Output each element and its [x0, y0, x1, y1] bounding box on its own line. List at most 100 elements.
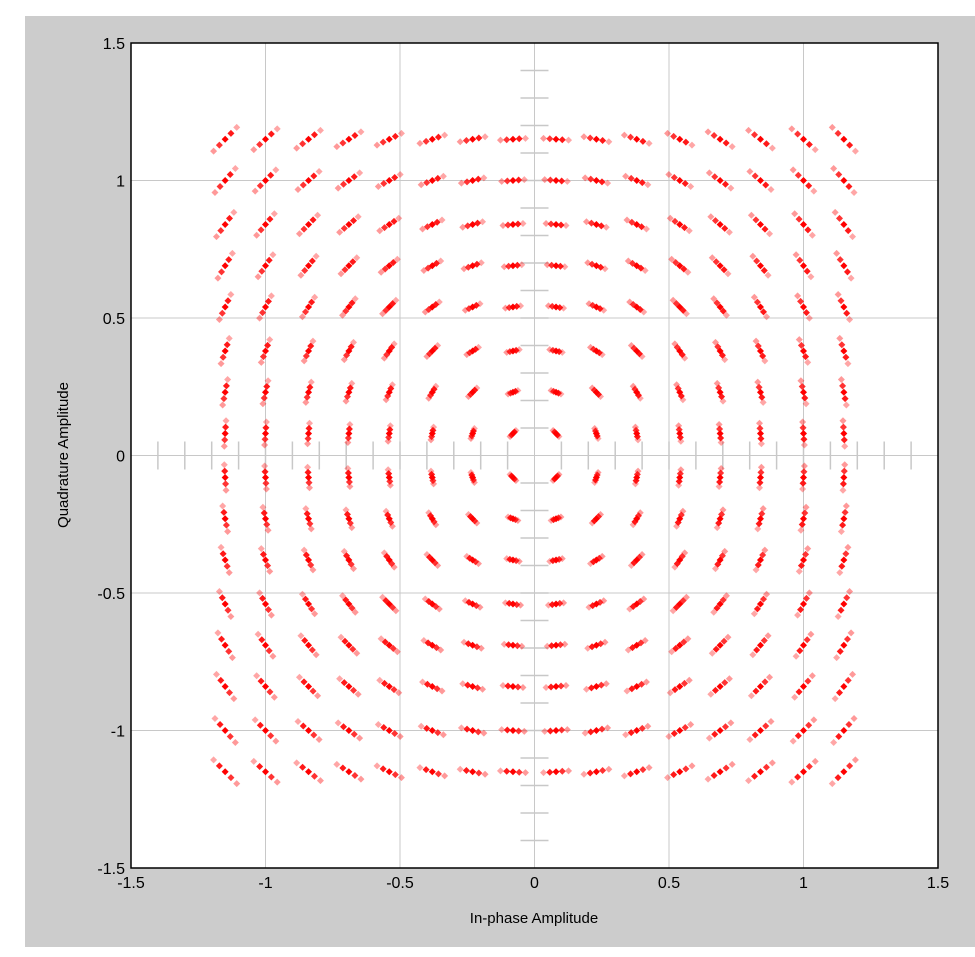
data-point — [260, 394, 268, 402]
data-point — [714, 343, 722, 351]
data-point — [357, 775, 365, 783]
data-point — [756, 221, 764, 228]
data-point — [839, 480, 847, 488]
data-point — [210, 147, 218, 155]
data-point — [548, 302, 556, 310]
data-point — [389, 644, 397, 652]
data-point — [716, 600, 724, 608]
data-point — [257, 677, 265, 685]
data-point — [800, 515, 807, 523]
data-point — [836, 689, 844, 697]
data-point — [757, 440, 765, 448]
x-tick-label: 1 — [799, 875, 808, 892]
data-point — [465, 305, 473, 313]
data-point — [751, 131, 759, 139]
data-point — [220, 508, 228, 516]
x-tick-label: -0.5 — [386, 875, 414, 892]
data-point — [384, 437, 392, 445]
data-point — [631, 385, 639, 393]
data-point — [272, 166, 280, 174]
data-point — [423, 352, 431, 360]
data-point — [836, 214, 844, 222]
data-point — [840, 600, 848, 608]
data-point — [308, 298, 316, 306]
data-point — [305, 515, 313, 523]
data-point — [719, 307, 727, 315]
data-point — [684, 635, 692, 643]
data-point — [716, 177, 724, 184]
data-point — [710, 771, 718, 779]
data-point — [315, 167, 323, 175]
data-point — [310, 731, 318, 739]
data-point — [675, 422, 683, 430]
data-point — [220, 442, 228, 450]
data-point — [634, 467, 642, 475]
data-point — [417, 722, 425, 730]
data-point — [262, 683, 269, 690]
data-point — [223, 562, 231, 570]
data-point — [800, 135, 807, 143]
data-point — [474, 684, 482, 692]
data-point — [441, 131, 449, 139]
data-point — [789, 737, 797, 745]
data-point — [716, 768, 724, 776]
data-point — [705, 734, 713, 742]
data-point — [463, 178, 471, 186]
data-point — [267, 292, 275, 300]
data-point — [254, 630, 262, 638]
data-point — [800, 474, 807, 481]
data-point — [429, 477, 437, 485]
data-point — [300, 357, 308, 365]
data-point — [264, 297, 272, 305]
data-point — [345, 221, 353, 228]
data-point — [727, 719, 735, 727]
data-point — [297, 632, 305, 640]
data-point — [552, 768, 560, 776]
data-point — [428, 683, 436, 690]
data-point — [841, 395, 849, 403]
data-point — [810, 716, 818, 724]
data-point — [509, 177, 517, 184]
data-point — [221, 515, 229, 523]
data-point — [264, 526, 272, 534]
data-point — [542, 220, 550, 228]
data-point — [380, 679, 388, 687]
data-point — [665, 170, 673, 178]
data-point — [501, 304, 509, 312]
data-point — [720, 637, 728, 645]
data-point — [759, 398, 767, 406]
data-point — [850, 188, 858, 196]
data-point — [308, 646, 316, 654]
data-point — [596, 598, 604, 606]
data-point — [513, 601, 521, 609]
data-point — [262, 418, 270, 426]
data-point — [217, 360, 225, 368]
data-point — [641, 637, 649, 645]
data-point — [457, 724, 465, 732]
data-point — [623, 687, 631, 695]
data-point — [851, 756, 859, 764]
data-point — [800, 600, 807, 608]
data-point — [434, 174, 442, 182]
data-point — [345, 430, 353, 437]
data-point — [795, 567, 803, 575]
data-point — [383, 351, 391, 359]
data-point — [299, 181, 307, 189]
data-point — [719, 596, 727, 604]
data-point — [599, 137, 607, 145]
data-point — [759, 551, 767, 559]
data-point — [597, 640, 605, 648]
data-point — [724, 270, 732, 278]
data-point — [345, 727, 353, 734]
data-point — [439, 731, 447, 739]
data-point — [380, 354, 388, 362]
data-point — [216, 721, 224, 729]
data-point — [416, 139, 424, 147]
data-point — [849, 233, 857, 241]
data-point — [474, 175, 482, 183]
data-point — [762, 181, 770, 189]
data-point — [638, 223, 646, 231]
data-point — [620, 131, 628, 139]
data-point — [345, 474, 353, 481]
data-point — [672, 300, 680, 308]
